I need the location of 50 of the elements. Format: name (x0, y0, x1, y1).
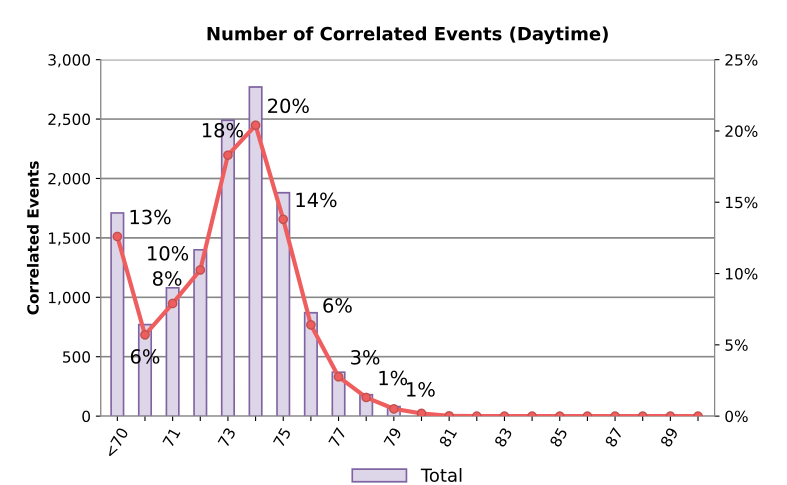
bar (193, 248, 208, 416)
bar (166, 286, 180, 416)
x-tick-label: 77 (328, 427, 346, 448)
data-label: 3% (351, 350, 380, 365)
point (223, 150, 233, 160)
data-label: 20% (268, 98, 309, 114)
point (140, 330, 150, 340)
point (168, 298, 178, 308)
x-tick-label: 73 (218, 427, 236, 448)
bar (276, 192, 290, 416)
y-tick-label: 1,000 (48, 292, 90, 305)
data-label: 6% (130, 349, 160, 364)
bar (248, 86, 263, 416)
point (416, 408, 426, 416)
x-tick-label: 83 (494, 427, 513, 448)
point (306, 320, 316, 330)
x-tick-label: 71 (162, 427, 180, 448)
data-label: 1% (407, 382, 435, 397)
y-tick-label: 1,500 (48, 232, 90, 246)
y-tick-label: 0 (82, 410, 90, 422)
y-tick-label: 2,000 (48, 172, 90, 186)
y2-tick-label: 15% (726, 196, 758, 208)
data-label: 1% (379, 370, 408, 386)
point (250, 120, 260, 130)
point (112, 232, 122, 242)
y-tick-label: 3,000 (48, 54, 90, 68)
data-label: 8% (152, 271, 182, 286)
y2-tick-label: 0% (725, 410, 748, 422)
y-tick-label: 2,500 (48, 114, 90, 127)
x-tick-label: 85 (549, 427, 568, 448)
x-tick-label: 81 (438, 427, 458, 448)
point (195, 265, 206, 275)
y2-tick-label: 20% (725, 125, 758, 137)
y2-tick-label: 5% (725, 339, 748, 351)
legend-label: Total (420, 468, 462, 482)
x-tick-label: 89 (660, 426, 679, 448)
chart-title: Number of Correlated Events (Daytime) (208, 26, 608, 44)
y-tick-label: 500 (63, 351, 90, 363)
bar (110, 212, 124, 416)
data-label: 14% (296, 192, 336, 208)
data-label: 10% (148, 246, 188, 261)
x-tick-label: 75 (273, 427, 292, 448)
y-axis-title: Correlated Events (26, 161, 39, 314)
point (278, 214, 288, 224)
data-label: 6% (323, 298, 352, 313)
y2-tick-label: 10% (726, 268, 758, 280)
y2-tick-label: 25% (725, 54, 758, 66)
data-label: 13% (130, 210, 171, 224)
x-tick-label: 87 (604, 427, 624, 448)
x-tick-label: 79 (383, 426, 402, 448)
